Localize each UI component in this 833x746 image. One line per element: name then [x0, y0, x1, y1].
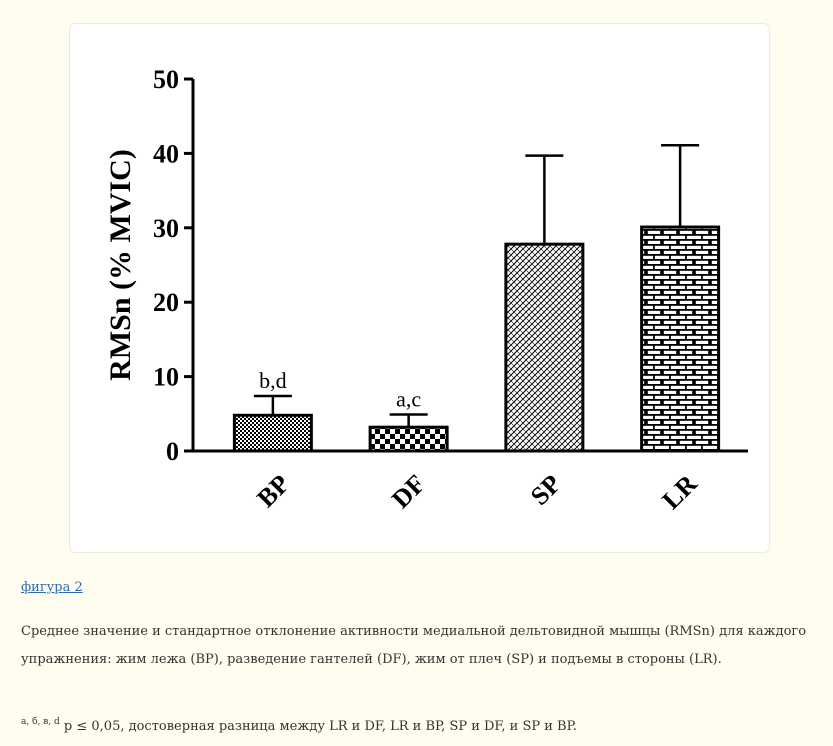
bar-bp — [232, 413, 313, 453]
y-tick-label: 20 — [153, 288, 179, 317]
annotation-df: a,c — [396, 387, 421, 412]
figure-card: 0 10 20 30 40 50 RMSn (% MVIC) b,d BP a,c DF SP LR — [69, 23, 770, 553]
footnote-text: p ≤ 0,05, достоверная разница между LR и… — [59, 719, 577, 734]
y-tick-label: 50 — [153, 65, 179, 94]
footnote-marks: а, б, в, d — [21, 717, 60, 727]
figure-link[interactable]: фигура 2 — [21, 580, 83, 595]
x-tick-label-bp: BP — [251, 469, 295, 513]
y-tick-label: 40 — [153, 139, 179, 168]
y-tick-label: 0 — [166, 437, 179, 466]
bar-sp — [504, 242, 585, 453]
figure-caption: Среднее значение и стандартное отклонени… — [21, 624, 807, 667]
y-tick-label: 30 — [153, 214, 179, 243]
x-tick-label-sp: SP — [525, 469, 567, 511]
significance-footnote: а, б, в, d p ≤ 0,05, достоверная разница… — [21, 708, 811, 741]
x-tick-label-df: DF — [386, 469, 431, 514]
bar-df — [368, 425, 449, 453]
y-tick-label: 10 — [153, 363, 179, 392]
annotation-bp: b,d — [259, 368, 287, 393]
y-axis-label: RMSn (% MVIC) — [104, 149, 137, 381]
bar-chart: 0 10 20 30 40 50 RMSn (% MVIC) b,d BP a,c DF SP LR — [104, 65, 748, 515]
x-tick-label-lr: LR — [657, 469, 703, 515]
bar-lr — [640, 225, 721, 453]
